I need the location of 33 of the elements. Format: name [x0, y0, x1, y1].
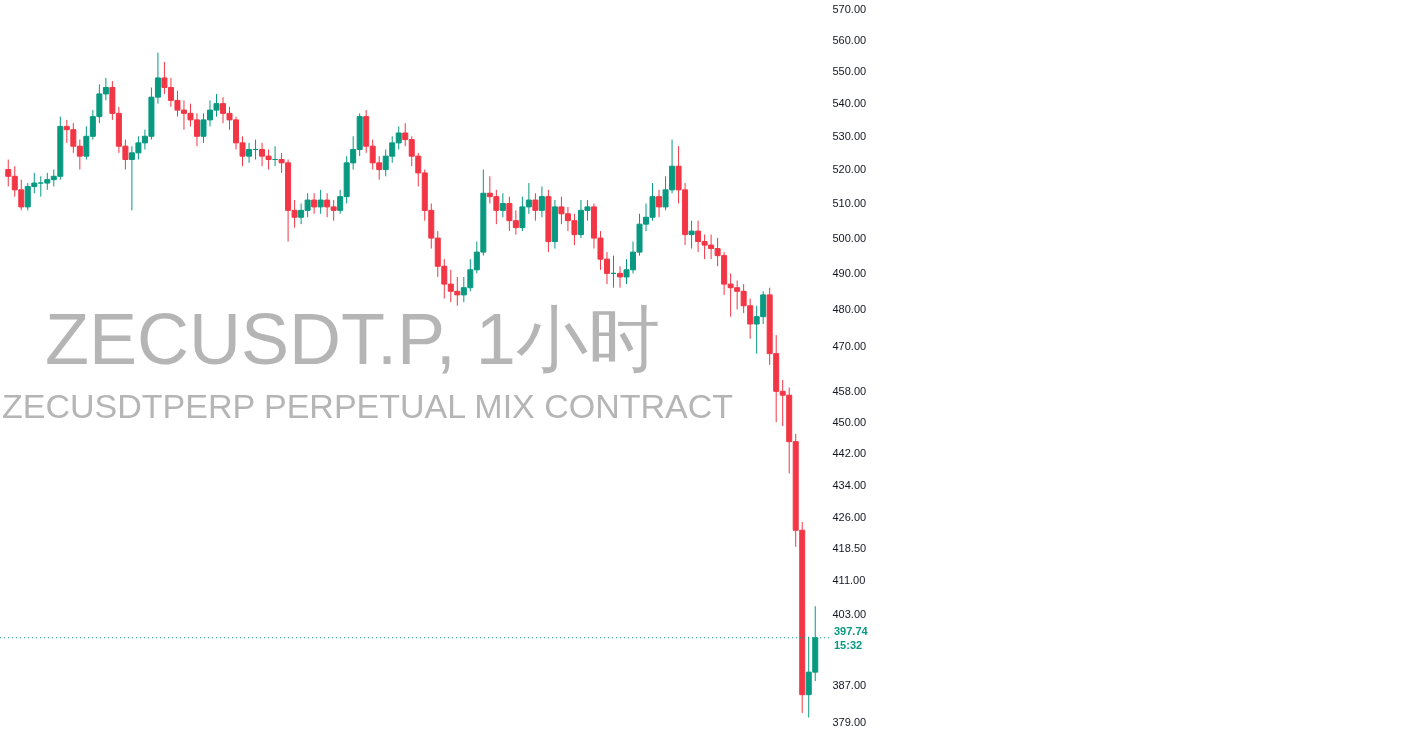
y-tick-label: 500.00 [832, 231, 867, 244]
y-tick-label: 510.00 [832, 196, 867, 209]
y-tick-label: 411.00 [832, 574, 866, 587]
y-tick-label: 426.00 [832, 511, 867, 524]
text: ZECUSDTPERP PERPETUAL MIX CONTRACT [2, 387, 734, 425]
y-tick-label: 403.00 [832, 608, 867, 621]
y-tick-label: 418.50 [832, 542, 867, 555]
y-tick-label: 434.00 [832, 478, 867, 491]
candlestick [317, 189, 324, 215]
y-tick-label: 480.00 [832, 302, 867, 315]
y-tick-label: 550.00 [832, 65, 867, 78]
candlestick [538, 185, 545, 218]
y-tick-label: 540.00 [832, 97, 867, 110]
y-tick-label: 458.00 [832, 384, 867, 397]
text: 15:32 [834, 638, 863, 651]
y-tick-label: 520.00 [832, 163, 867, 176]
candlestick [499, 192, 506, 218]
y-tick-label: 530.00 [832, 129, 867, 142]
y-tick-label: 442.00 [832, 446, 867, 459]
candlestick [656, 189, 663, 218]
y-tick-label: 560.00 [832, 33, 867, 46]
text: ZECUSDT.P, 1小时 [45, 299, 660, 379]
candlestick [311, 192, 318, 215]
y-tick-label: 387.00 [832, 679, 867, 692]
candlestick [532, 192, 539, 222]
candlestick [617, 265, 623, 289]
y-tick-label: 450.00 [832, 415, 867, 428]
candlestick [688, 220, 695, 250]
ref-line-label: 397.74 [834, 624, 869, 637]
y-tick-label: 379.00 [832, 715, 867, 728]
y-tick-label: 490.00 [832, 266, 867, 279]
y-tick-label: 570.00 [832, 2, 867, 15]
y-tick-label: 470.00 [832, 339, 867, 352]
